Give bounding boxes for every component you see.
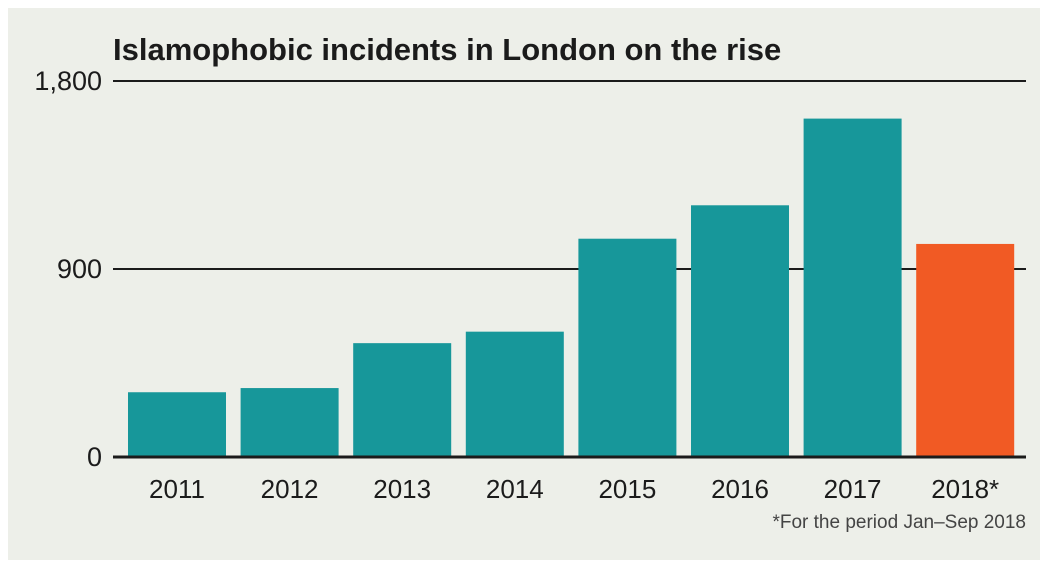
- bar-2018: [916, 243, 1015, 457]
- y-tick-label: 900: [57, 254, 102, 284]
- x-tick-label: 2013: [373, 474, 431, 504]
- y-tick-label: 1,800: [34, 66, 102, 96]
- chart-title: Islamophobic incidents in London on the …: [113, 32, 781, 67]
- x-tick-label: 2016: [711, 474, 769, 504]
- bar-2016: [691, 205, 789, 457]
- x-tick-label: 2014: [486, 474, 544, 504]
- chart-footnote: *For the period Jan–Sep 2018: [772, 512, 1026, 533]
- bar-2011: [128, 392, 226, 457]
- y-tick-label: 0: [87, 442, 102, 472]
- bar-2017: [803, 118, 902, 457]
- x-tick-label: 2012: [261, 474, 319, 504]
- x-tick-label: 2015: [598, 474, 656, 504]
- bar-2012: [240, 388, 339, 457]
- bar-2014: [465, 331, 564, 457]
- bar-2015: [578, 238, 677, 457]
- x-tick-label: 2017: [824, 474, 882, 504]
- x-tick-label: 2018*: [931, 474, 999, 504]
- x-tick-label: 2011: [149, 474, 205, 504]
- bar-2013: [353, 343, 452, 457]
- bar-chart: Islamophobic incidents in London on the …: [34, 32, 1026, 533]
- chart-panel: Islamophobic incidents in London on the …: [8, 8, 1040, 560]
